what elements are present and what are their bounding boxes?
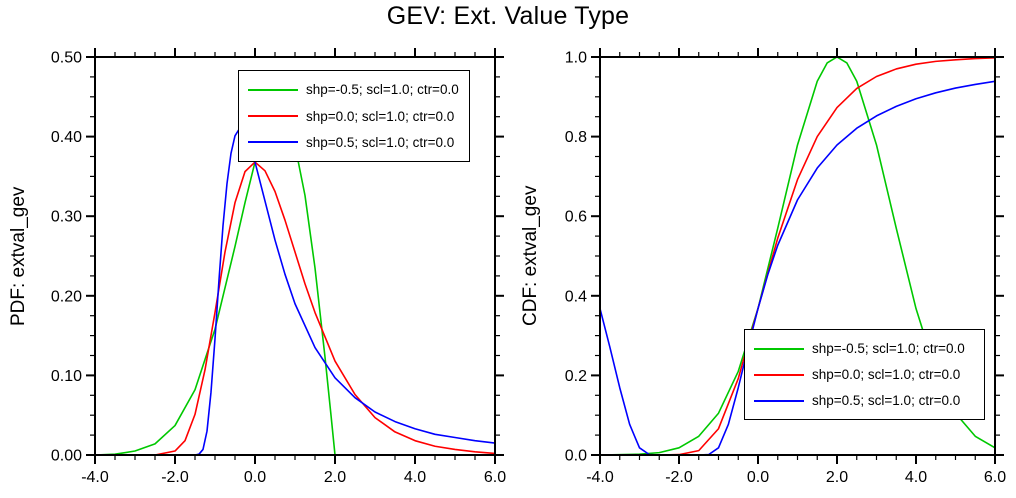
plot-frame (599, 56, 996, 456)
y-tick-label: 0.40 (51, 129, 82, 146)
legend-entry-1: shp=0.0; scl=1.0; ctr=0.0 (745, 367, 984, 382)
x-tick-label: 4.0 (404, 469, 426, 486)
y-tick-label: 0.10 (51, 368, 82, 385)
legend-line-sample (248, 115, 298, 117)
series-curve-2 (95, 128, 495, 455)
plot-frame (94, 56, 496, 456)
y-tick-label: 0.50 (51, 50, 82, 67)
x-tick-label: 0.0 (747, 469, 769, 486)
legend-entry-label: shp=0.5; scl=1.0; ctr=0.0 (812, 393, 961, 408)
curves (95, 112, 495, 455)
legend-line-sample (754, 399, 804, 402)
y-tick-label: 0.2 (565, 368, 587, 385)
series-curve-0 (95, 112, 336, 455)
tick-labels: -4.0 -2.0 0.0 2.0 4.0 6.0 0.0 0.2 0.4 0.6 0.8 1.0 (565, 50, 1006, 487)
legend-entry-label: shp=0.5; scl=1.0; ctr=0.0 (306, 134, 455, 150)
legend-entry-0: shp=-0.5; scl=1.0; ctr=0.0 (239, 82, 469, 97)
pdf-legend: shp=-0.5; scl=1.0; ctr=0.0 shp=0.0; scl=1… (238, 70, 470, 162)
legend-entry-label: shp=-0.5; scl=1.0; ctr=0.0 (306, 82, 459, 98)
x-tick-label: -4.0 (81, 469, 109, 486)
series-curve-1 (95, 161, 495, 455)
plot-title: GEV: Ext. Value Type (386, 2, 630, 30)
legend-entry-2: shp=0.5; scl=1.0; ctr=0.0 (745, 393, 984, 408)
x-tick-label: 4.0 (905, 469, 927, 486)
series-curve-2 (600, 80, 995, 455)
y-tick-label: 0.4 (565, 288, 587, 305)
legend-entry-label: shp=0.0; scl=1.0; ctr=0.0 (812, 367, 961, 382)
y-tick-label: 0.6 (565, 209, 587, 226)
y-tick-label: 0.20 (51, 288, 82, 305)
y-tick-label: 0.8 (565, 129, 587, 146)
y-tick-label: 0.00 (51, 448, 82, 465)
y-tick-label: 0.0 (565, 448, 587, 465)
legend-entry-label: shp=-0.5; scl=1.0; ctr=0.0 (812, 341, 965, 356)
x-tick-label: -2.0 (161, 469, 189, 486)
legend-line-sample (754, 347, 804, 350)
legend-line-sample (248, 88, 298, 91)
x-tick-label: -4.0 (586, 469, 614, 486)
legend-entry-label: shp=0.0; scl=1.0; ctr=0.0 (306, 108, 455, 124)
cdf-legend: shp=-0.5; scl=1.0; ctr=0.0 shp=0.0; scl=1… (744, 329, 985, 420)
x-tick-label: 2.0 (826, 469, 848, 486)
legend-entry-2: shp=0.5; scl=1.0; ctr=0.0 (239, 135, 469, 150)
tick-labels: -4.0 -2.0 0.0 2.0 4.0 6.0 0.00 0.10 0.20 0.30 0.40… (51, 50, 506, 487)
legend-line-sample (754, 373, 804, 376)
series-curve-1 (600, 57, 995, 455)
axis-ticks (86, 48, 504, 464)
x-tick-label: 6.0 (984, 469, 1006, 486)
x-tick-label: -2.0 (665, 469, 693, 486)
x-tick-label: 0.0 (244, 469, 266, 486)
legend-entry-0: shp=-0.5; scl=1.0; ctr=0.0 (745, 341, 984, 356)
legend-entry-1: shp=0.0; scl=1.0; ctr=0.0 (239, 109, 469, 124)
y-tick-label: 1.0 (565, 50, 587, 67)
y-tick-label: 0.30 (51, 209, 82, 226)
x-tick-label: 2.0 (324, 469, 346, 486)
panel-1: -4.0 -2.0 0.0 2.0 4.0 6.0 0.0 0.2 0.4 0.6 0.8 1.0 (565, 48, 1006, 486)
legend-line-sample (248, 141, 298, 144)
x-tick-label: 6.0 (484, 469, 506, 486)
